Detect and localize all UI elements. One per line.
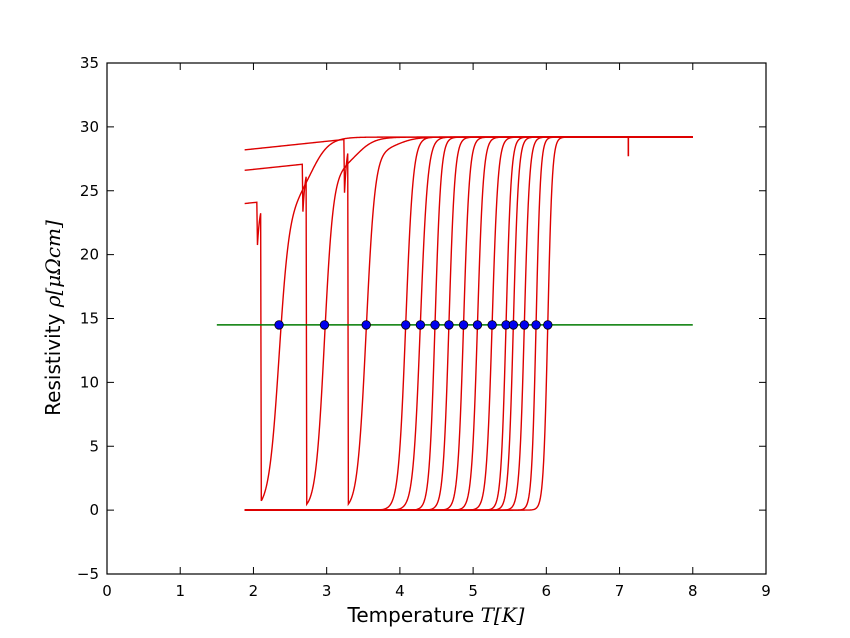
x-tick-label: 1 [175, 582, 185, 600]
y-tick-label: 35 [80, 54, 99, 72]
x-tick-label: 7 [615, 582, 625, 600]
x-axis-label: Temperature T[K] [347, 603, 525, 627]
x-tick-label: 3 [322, 582, 332, 600]
y-tick-label: 30 [80, 118, 99, 136]
y-tick-label: 15 [80, 310, 99, 328]
transition-point-6 [430, 320, 440, 330]
transition-point-3 [361, 320, 371, 330]
transition-point-10 [487, 320, 497, 330]
y-axis-ticks: −5 0 5 10 15 20 25 30 35 [77, 54, 766, 583]
x-tick-label: 6 [542, 582, 552, 600]
y-axis-label: Resistivity ρ[μΩcm] [41, 220, 65, 416]
x-tick-label: 9 [761, 582, 771, 600]
x-tick-label: 4 [395, 582, 405, 600]
transition-point-8 [458, 320, 469, 330]
y-tick-label: 20 [80, 246, 99, 264]
x-axis-ticks: 0 1 2 3 4 5 6 7 8 9 [102, 63, 771, 600]
x-tick-label: 5 [468, 582, 478, 600]
x-tick-label: 8 [688, 582, 698, 600]
transition-point-7 [444, 320, 454, 330]
transition-point-15 [543, 320, 553, 330]
y-tick-label: 10 [80, 373, 99, 391]
y-tick-label: 0 [89, 501, 99, 519]
y-tick-label: 25 [80, 182, 99, 200]
transition-point-13 [519, 320, 530, 330]
resistivity-curves [244, 136, 693, 511]
transition-point-12 [508, 320, 519, 330]
y-tick-label: 5 [89, 437, 99, 455]
y-tick-label: −5 [77, 565, 99, 583]
transition-point-14 [531, 320, 541, 330]
transition-point-9 [472, 320, 483, 330]
transition-point-2 [319, 320, 330, 330]
x-tick-label: 0 [102, 582, 112, 600]
transition-point-4 [401, 320, 411, 330]
x-tick-label: 2 [249, 582, 259, 600]
transition-points [274, 320, 553, 330]
transition-point-1 [274, 320, 284, 330]
resistivity-curve-15 [244, 136, 693, 511]
transition-point-5 [415, 320, 426, 330]
